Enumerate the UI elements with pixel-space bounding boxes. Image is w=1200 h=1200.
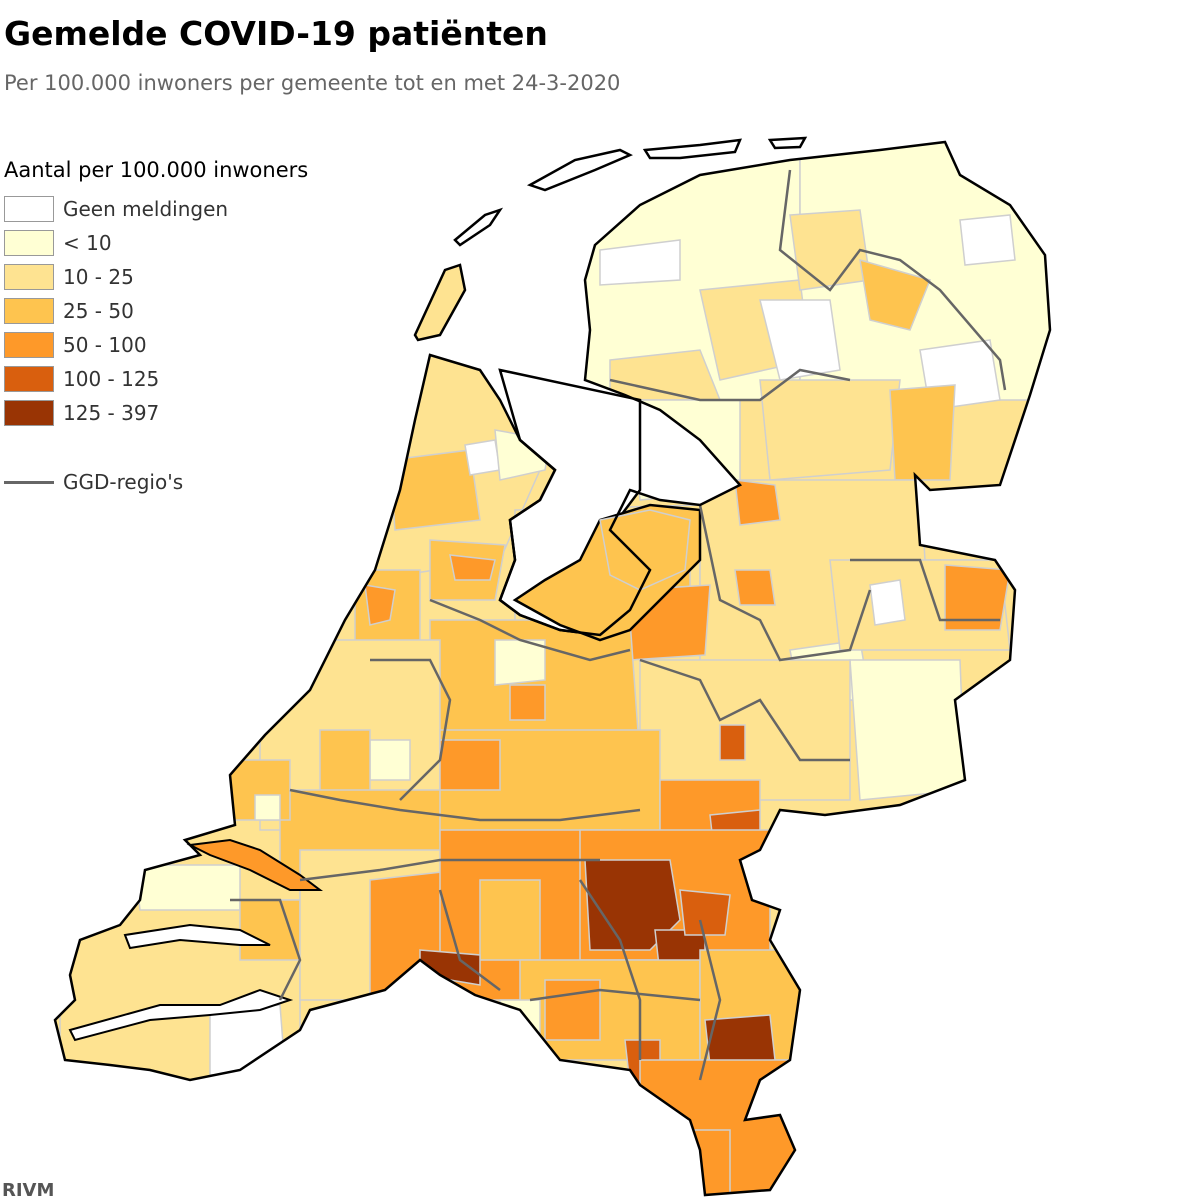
island-vlieland — [453, 207, 504, 247]
region-westland-light — [254, 794, 281, 821]
legend-title: Aantal per 100.000 inwoners — [4, 158, 309, 182]
legend-item: Geen meldingen — [4, 192, 308, 226]
legend-item: 10 - 25 — [4, 260, 308, 294]
region-amsterdam-hot — [449, 554, 496, 581]
island-texel — [413, 263, 467, 342]
region-utrecht-light — [494, 639, 546, 686]
region-north-empty-2 — [759, 299, 841, 381]
region-north-empty-4 — [959, 214, 1016, 266]
legend-label: 50 - 100 — [63, 333, 147, 357]
map-title: Gemelde COVID-19 patiënten — [4, 14, 548, 53]
ggd-boundaries — [230, 169, 1007, 1081]
legend-swatch — [4, 400, 54, 426]
legend-label: 125 - 397 — [63, 401, 160, 425]
legend-label: < 10 — [63, 231, 112, 255]
legend-swatch — [4, 230, 54, 256]
legend-swatch — [4, 298, 54, 324]
region-gelderland-hot — [719, 724, 746, 761]
legend-label: Geen meldingen — [63, 197, 229, 221]
legend: Aantal per 100.000 inwoners Geen melding… — [4, 158, 308, 494]
region-nh-mixed-1 — [389, 449, 481, 531]
region-achterhoek — [849, 659, 966, 801]
legend-item: 25 - 50 — [4, 294, 308, 328]
westerschelde — [68, 988, 294, 1042]
island-schiermonnikoog — [767, 136, 808, 150]
region-north-empty-1 — [599, 239, 681, 286]
region-drenthe-south — [759, 379, 901, 481]
flevoland-inner — [599, 509, 691, 591]
haringvliet — [186, 838, 323, 891]
region-haarlem-hot — [364, 584, 396, 626]
region-overijssel-hot-2 — [734, 569, 776, 606]
region-north-mixed-4 — [859, 258, 932, 331]
region-goeree-light — [134, 864, 241, 911]
legend-boundary-label: GGD-regio's — [63, 470, 184, 494]
legend-swatch — [4, 366, 54, 392]
region-rivers-hot — [439, 739, 501, 791]
legend-boundary-item: GGD-regio's — [4, 470, 308, 494]
legend-swatch — [4, 264, 54, 290]
legend-item: 125 - 397 — [4, 396, 308, 430]
island-terschelling — [526, 148, 633, 192]
island-ameland — [642, 138, 742, 160]
region-zh-light — [369, 739, 411, 781]
region-utrecht-hot — [509, 684, 546, 721]
region-twente-hot — [944, 564, 1011, 631]
region-overijssel-hot-1 — [734, 479, 781, 526]
legend-item: < 10 — [4, 226, 308, 260]
legend-label: 25 - 50 — [63, 299, 134, 323]
region-drenthe-east — [889, 384, 956, 481]
legend-line-swatch — [4, 480, 54, 484]
oosterschelde — [123, 923, 271, 950]
region-eindhoven-hot — [544, 979, 601, 1041]
legend-item: 50 - 100 — [4, 328, 308, 362]
source-credit: RIVM — [2, 1180, 55, 1200]
legend-label: 10 - 25 — [63, 265, 134, 289]
region-brabant-mid-orange — [479, 879, 541, 961]
legend-swatch — [4, 196, 54, 222]
national-border — [53, 140, 1052, 1197]
legend-item: 100 - 125 — [4, 362, 308, 396]
region-flevoland-north — [629, 399, 741, 501]
region-twente-empty — [869, 579, 906, 626]
legend-label: 100 - 125 — [63, 367, 160, 391]
legend-swatch — [4, 332, 54, 358]
region-north-mixed-2 — [789, 209, 871, 291]
map-subtitle: Per 100.000 inwoners per gemeente tot en… — [4, 71, 621, 95]
region-nh-empty — [464, 439, 501, 476]
region-oss-hot — [679, 889, 731, 936]
